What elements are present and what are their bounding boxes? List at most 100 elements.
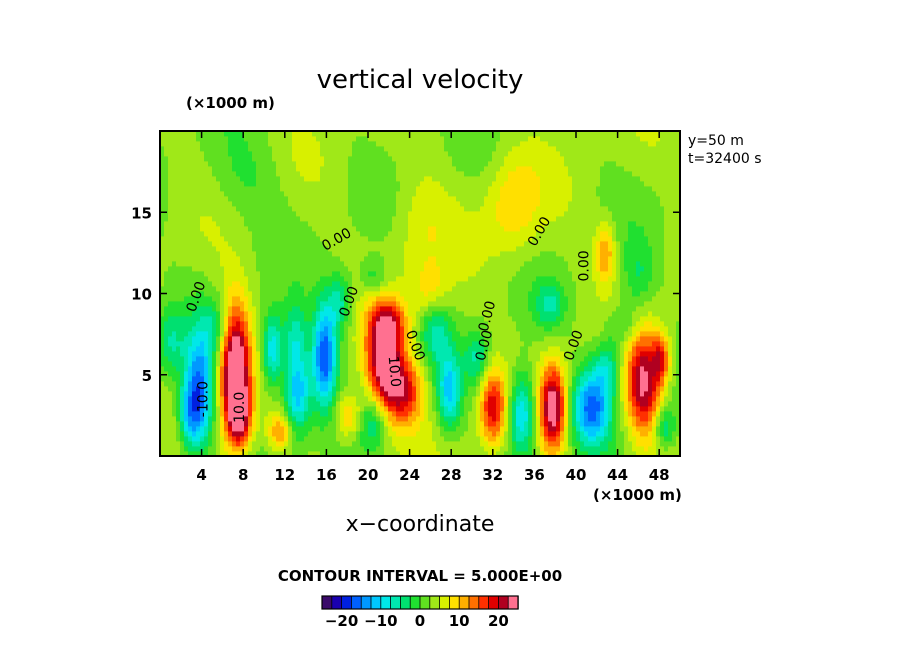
- heatmap-cell: [236, 306, 241, 312]
- heatmap-cell: [280, 446, 285, 452]
- heatmap-cell: [404, 371, 409, 377]
- heatmap-cell: [348, 416, 353, 422]
- heatmap-cell: [236, 191, 241, 197]
- heatmap-cell: [264, 186, 269, 192]
- heatmap-cell: [408, 231, 413, 237]
- heatmap-cell: [352, 181, 357, 187]
- heatmap-cell: [456, 306, 461, 312]
- heatmap-cell: [236, 241, 241, 247]
- heatmap-cell: [452, 386, 457, 392]
- heatmap-cell: [164, 426, 169, 432]
- heatmap-cell: [292, 206, 297, 212]
- heatmap-cell: [444, 301, 449, 307]
- heatmap-cell: [172, 411, 177, 417]
- heatmap-cell: [368, 291, 373, 297]
- heatmap-cell: [344, 436, 349, 442]
- heatmap-cell: [388, 291, 393, 297]
- heatmap-cell: [336, 171, 341, 177]
- heatmap-cell: [212, 406, 217, 412]
- heatmap-cell: [244, 391, 249, 397]
- heatmap-cell: [324, 436, 329, 442]
- info-line-y: y=50 m: [688, 133, 744, 149]
- heatmap-cell: [404, 291, 409, 297]
- heatmap-cell: [200, 146, 205, 152]
- heatmap-cell: [288, 386, 293, 392]
- heatmap-cell: [452, 446, 457, 452]
- heatmap-cell: [364, 431, 369, 437]
- heatmap-cell: [288, 246, 293, 252]
- heatmap-cell: [216, 416, 221, 422]
- heatmap-cell: [372, 146, 377, 152]
- heatmap-cell: [324, 256, 329, 262]
- heatmap-cell: [276, 341, 281, 347]
- heatmap-cell: [352, 321, 357, 327]
- heatmap-cell: [460, 226, 465, 232]
- heatmap-cell: [372, 131, 377, 137]
- heatmap-cell: [384, 381, 389, 387]
- heatmap-cell: [332, 451, 337, 456]
- heatmap-cell: [260, 181, 265, 187]
- heatmap-cell: [368, 421, 373, 427]
- heatmap-cell: [164, 451, 169, 456]
- heatmap-cell: [172, 311, 177, 317]
- heatmap-cell: [172, 286, 177, 292]
- heatmap-cell: [284, 276, 289, 282]
- heatmap-cell: [180, 241, 185, 247]
- heatmap-cell: [248, 346, 253, 352]
- heatmap-cell: [312, 231, 317, 237]
- heatmap-cell: [356, 326, 361, 332]
- heatmap-cell: [364, 221, 369, 227]
- heatmap-cell: [428, 271, 433, 277]
- heatmap-cell: [276, 266, 281, 272]
- heatmap-cell: [380, 226, 385, 232]
- heatmap-cell: [312, 391, 317, 397]
- heatmap-cell: [208, 141, 213, 147]
- heatmap-cell: [428, 416, 433, 422]
- heatmap-cell: [348, 426, 353, 432]
- heatmap-cell: [180, 276, 185, 282]
- heatmap-cell: [284, 266, 289, 272]
- heatmap-cell: [328, 316, 333, 322]
- heatmap-cell: [292, 396, 297, 402]
- heatmap-cell: [340, 256, 345, 262]
- heatmap-cell: [332, 176, 337, 182]
- heatmap-cell: [412, 161, 417, 167]
- heatmap-cell: [376, 406, 381, 412]
- heatmap-cell: [364, 401, 369, 407]
- heatmap-cell: [368, 226, 373, 232]
- heatmap-cell: [364, 376, 369, 382]
- heatmap-cell: [188, 351, 193, 357]
- heatmap-cell: [456, 151, 461, 157]
- heatmap-cell: [336, 271, 341, 277]
- heatmap-cell: [340, 336, 345, 342]
- heatmap-cell: [424, 241, 429, 247]
- heatmap-cell: [240, 351, 245, 357]
- heatmap-cell: [256, 166, 261, 172]
- heatmap-cell: [252, 366, 257, 372]
- heatmap-cell: [292, 441, 297, 447]
- heatmap-cell: [220, 376, 225, 382]
- heatmap-cell: [252, 261, 257, 267]
- heatmap-cell: [440, 176, 445, 182]
- heatmap-cell: [348, 336, 353, 342]
- heatmap-cell: [440, 381, 445, 387]
- heatmap-cell: [184, 201, 189, 207]
- heatmap-cell: [396, 291, 401, 297]
- heatmap-cell: [460, 316, 465, 322]
- heatmap-cell: [312, 381, 317, 387]
- heatmap-cell: [168, 276, 173, 282]
- heatmap-cell: [420, 201, 425, 207]
- heatmap-cell: [192, 351, 197, 357]
- heatmap-cell: [280, 411, 285, 417]
- heatmap-cell: [416, 376, 421, 382]
- heatmap-cell: [400, 411, 405, 417]
- heatmap-cell: [204, 346, 209, 352]
- heatmap-cell: [356, 316, 361, 322]
- heatmap-cell: [320, 296, 325, 302]
- heatmap-cell: [236, 356, 241, 362]
- heatmap-cell: [196, 136, 201, 142]
- heatmap-cell: [268, 271, 273, 277]
- heatmap-cell: [404, 156, 409, 162]
- heatmap-cell: [436, 276, 441, 282]
- heatmap-cell: [288, 276, 293, 282]
